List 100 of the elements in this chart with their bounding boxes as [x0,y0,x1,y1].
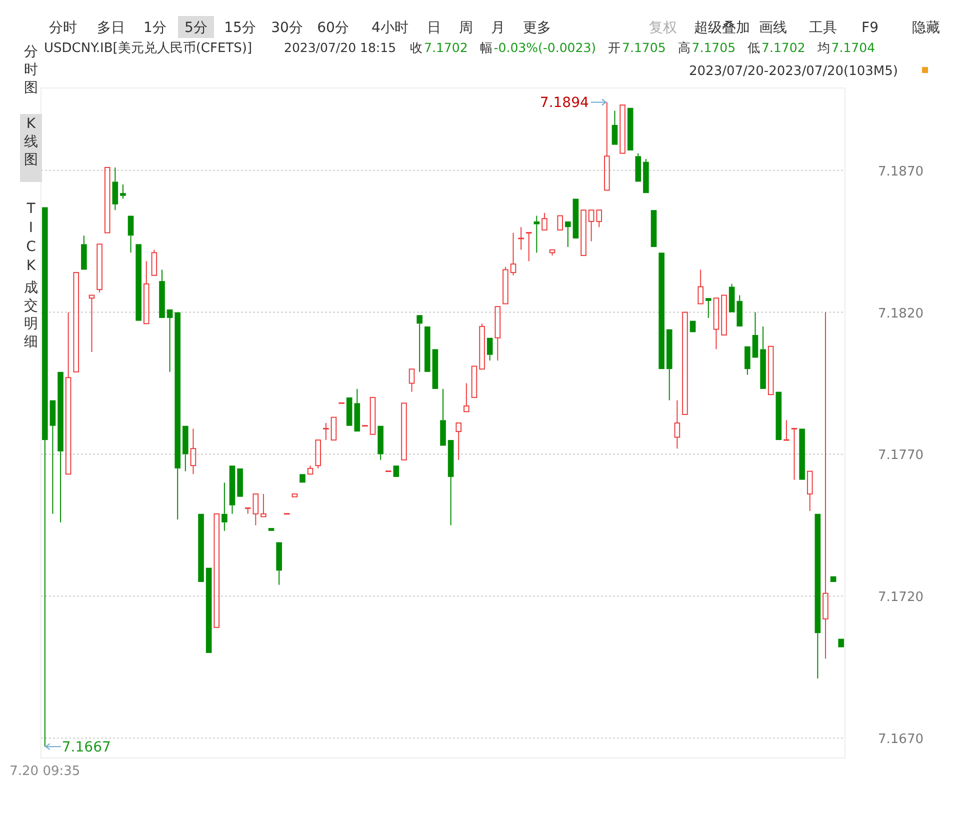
candlestick [346,397,352,426]
candlestick [174,312,181,520]
text: 30分 [271,20,303,36]
y-tick-label: 7.1870 [878,164,924,180]
candlestick [782,420,790,441]
text: 2023/07/20-2023/07/20(103M5) [689,64,898,79]
candlestick [136,244,142,321]
candlestick [237,468,243,497]
text: 4小时 [372,20,408,36]
candlestick [549,249,556,256]
candlestick [627,108,634,150]
candlestick [292,493,298,498]
text: 复权 [649,20,677,36]
candlestick [81,235,87,270]
text: 隐藏 [912,20,940,36]
candlestick [643,158,649,194]
candlestick [73,272,80,372]
candlestick [416,315,422,372]
text: 7.1705 [692,40,736,55]
candlestick [408,368,415,392]
text: 7.1704 [831,40,876,55]
candlestick [456,422,462,460]
candlestick [198,514,204,582]
candlestick [564,221,571,248]
candlestick [104,166,110,234]
candlestick [588,210,594,242]
candlestick [260,493,266,518]
candlestick [166,309,173,372]
candlestick [705,298,712,318]
chart-title: USDCNY.IB[美元兑人民币(CFETS)] [44,40,252,56]
text: 7.1702 [762,40,806,55]
candlestick [206,568,212,653]
text: 工具 [809,20,837,36]
candlestick [620,104,626,154]
candlestick [690,320,696,332]
candlestick [736,294,743,326]
text: 60分 [317,20,349,36]
annotation: 7.1894 [540,95,589,112]
candlestick [440,388,446,446]
candlestick [354,388,360,432]
text: 更多 [523,20,551,36]
candlestick [822,312,828,660]
text: 多日 [97,20,125,36]
candlestick [635,152,642,182]
candlestick [666,329,672,401]
y-tick-label: 7.1770 [878,448,924,464]
candlestick [790,428,798,480]
candlestick [557,215,563,230]
text: 超级叠加 [694,20,750,36]
candlestick [814,514,821,680]
candlestick [713,298,720,350]
candlestick [143,260,150,324]
candlestick [432,349,438,389]
candlestick [494,306,501,362]
text: 日 [427,20,441,36]
candlestick [393,466,400,477]
y-tick-label: 7.1820 [878,306,924,322]
x-tick-label: 7.20 09:35 [10,764,80,779]
text: 月 [491,20,505,36]
text: 收 [410,40,424,55]
candlestick [658,252,664,370]
candlestick [214,513,220,628]
candlestick [276,542,282,586]
candlestick [378,426,384,460]
text: 成交明细 [24,280,38,350]
candlestick [572,198,579,238]
candlestick [58,372,64,523]
candlestick [517,226,525,250]
candlestick [682,312,688,415]
candlestick [471,366,478,398]
text: 画线 [759,20,787,36]
text: TICK [26,201,36,274]
candlestick [650,210,657,247]
text: 分时图 [24,44,38,96]
candlestick [42,207,48,748]
text: 5分 [184,20,208,36]
candlestick [120,184,126,200]
text: 15分 [224,20,256,36]
candlestick [838,638,844,648]
candlestick [721,294,727,336]
candlestick [830,576,836,582]
candlestick [65,312,72,475]
text: 2023/07/20 18:15 [284,40,396,55]
candlestick [128,216,134,254]
y-tick-label: 7.1720 [878,590,924,606]
candlestick [799,428,805,480]
candlestick [330,416,337,441]
candlestick [401,402,407,460]
text: 均 [816,40,830,55]
text: 高 [678,40,691,55]
text: 7.1705 [622,40,666,55]
candlestick [612,110,618,145]
candlestick [604,102,610,191]
candlestick [268,528,274,531]
candlestick [525,232,533,262]
candlestick [50,400,56,514]
candlestick [760,326,766,389]
text: 周 [459,20,473,36]
candlestick [744,346,750,376]
candlestick [776,392,782,440]
